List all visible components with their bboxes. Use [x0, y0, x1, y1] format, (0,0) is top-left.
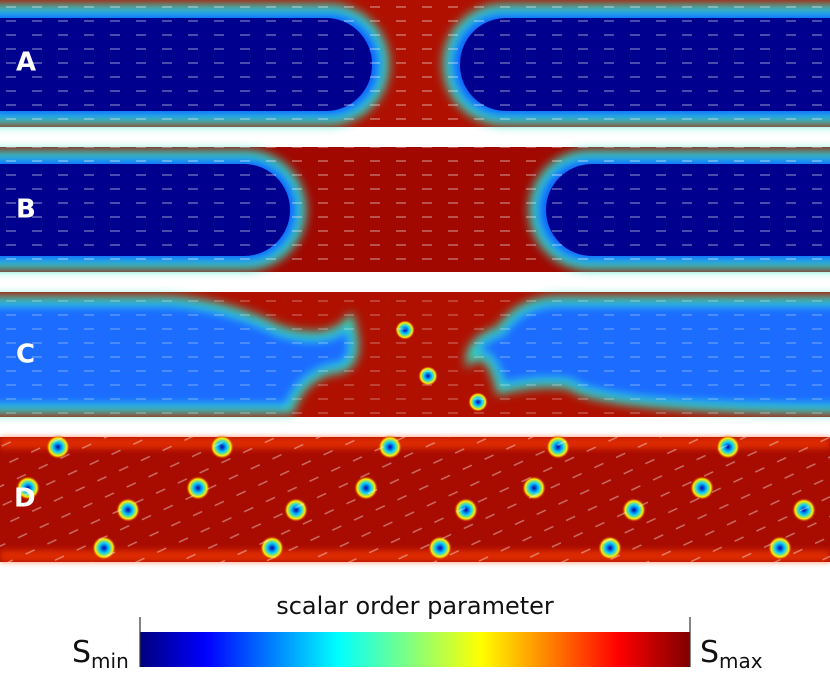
colorbar-gradient	[140, 632, 690, 667]
colorbar: scalar order parameter Smin Smax	[72, 592, 763, 673]
panel-a: A	[0, 0, 830, 127]
panel-label: D	[14, 484, 36, 514]
colorbar-title: scalar order parameter	[276, 592, 554, 620]
subscript: max	[719, 649, 763, 673]
panel-c: C	[0, 292, 830, 417]
panel-label: A	[16, 48, 36, 78]
min-label: Smin	[72, 635, 129, 673]
panel-label: C	[16, 340, 35, 370]
max-label: Smax	[700, 635, 763, 673]
subscript: min	[91, 649, 129, 673]
symbol: S	[72, 635, 91, 670]
panel-d: D	[0, 435, 830, 562]
panel-b: B	[0, 147, 830, 272]
symbol: S	[700, 635, 719, 670]
panel-label: B	[16, 195, 36, 225]
